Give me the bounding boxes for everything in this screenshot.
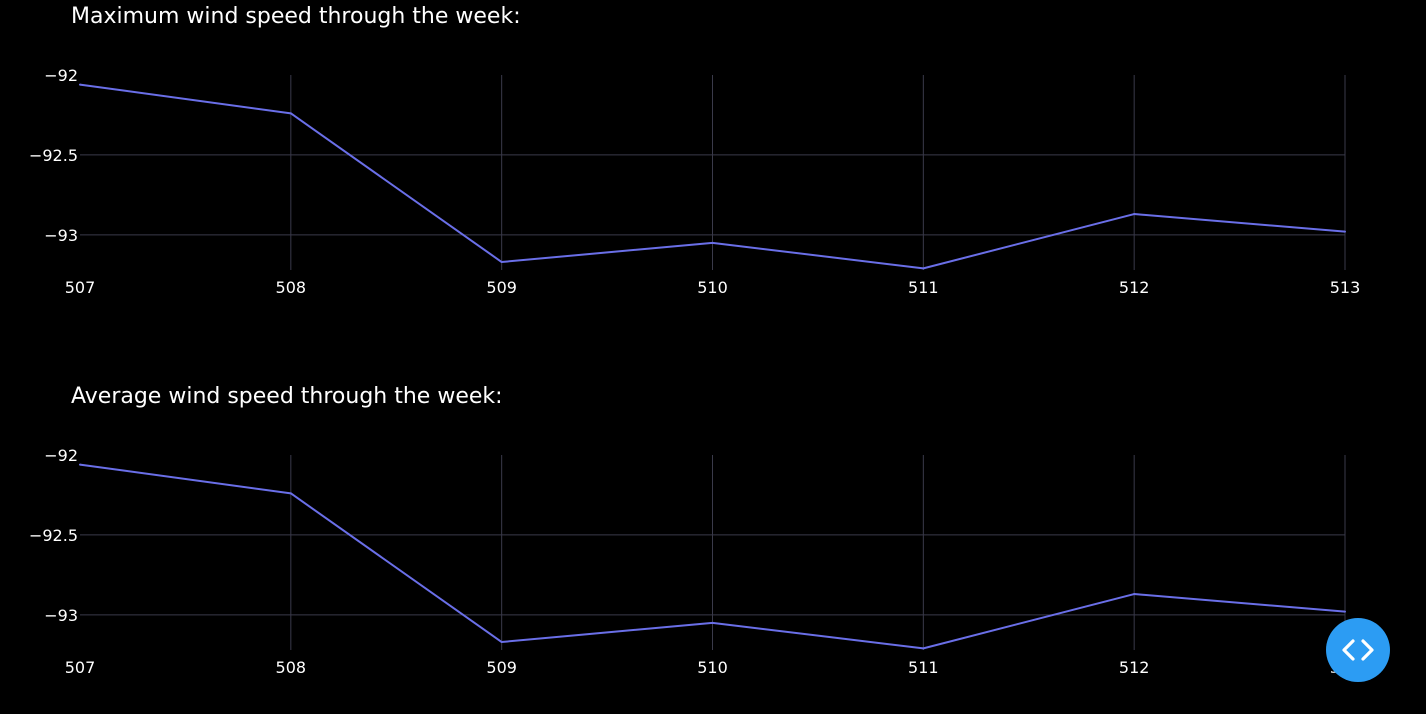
data-point [922,647,925,650]
x-tick-label: 509 [486,278,517,297]
y-tick-label: −92 [44,66,78,85]
x-tick-label: 507 [65,658,96,677]
code-icon [1342,639,1374,661]
code-toggle-button[interactable] [1326,618,1390,682]
x-tick-label: 508 [276,278,307,297]
x-tick-label: 511 [908,278,939,297]
data-point [79,463,81,466]
x-tick-label: 508 [276,658,307,677]
max-wind-chart: −92 −92.5 −93 507 508 509 510 511 512 513 [29,66,1361,297]
x-tick-label: 512 [1119,658,1150,677]
x-tick-label: 511 [908,658,939,677]
data-point [922,267,925,270]
data-point [711,241,714,244]
x-tick-label: 507 [65,278,96,297]
data-point [1344,610,1346,613]
data-point [1344,230,1346,233]
data-point [79,83,81,86]
x-tick-label: 509 [486,658,517,677]
y-tick-label: −92 [44,446,78,465]
data-point [1133,213,1136,216]
data-point [500,641,503,644]
x-tick-label: 510 [697,278,728,297]
data-point [711,621,714,624]
data-point [500,261,503,264]
y-tick-label: −93 [44,226,78,245]
chart-title-max-wind: Maximum wind speed through the week: [71,4,521,29]
y-tick-label: −92.5 [29,526,78,545]
data-point [289,112,292,115]
x-tick-label: 513 [1330,278,1361,297]
chart-title-avg-wind: Average wind speed through the week: [71,384,503,409]
y-tick-label: −92.5 [29,146,78,165]
x-tick-label: 512 [1119,278,1150,297]
data-point [1133,593,1136,596]
x-tick-label: 510 [697,658,728,677]
y-tick-label: −93 [44,606,78,625]
data-point [289,492,292,495]
